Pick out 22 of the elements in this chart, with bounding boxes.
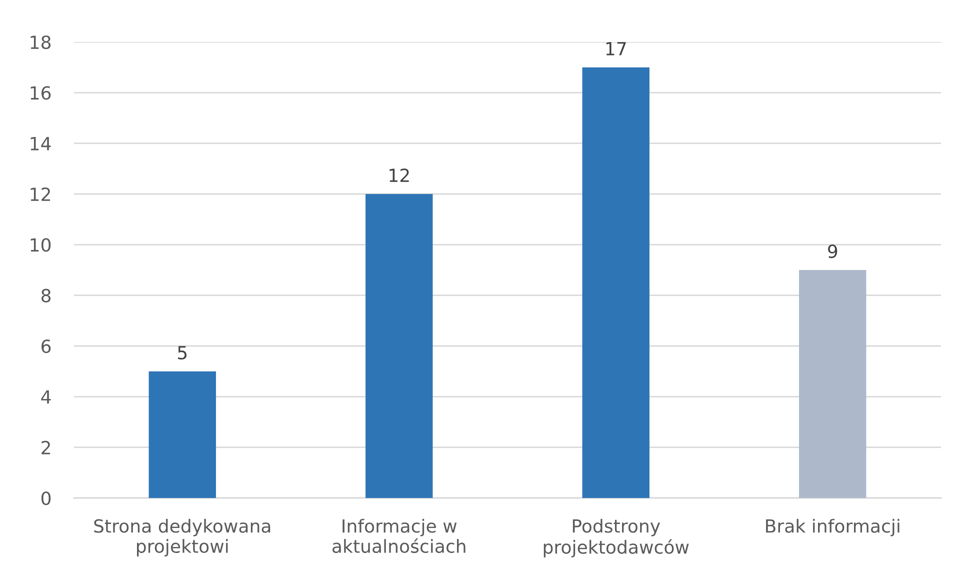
data-label: 9 <box>828 244 838 258</box>
data-label: 5 <box>178 346 187 360</box>
y-tick-label: 6 <box>42 339 51 354</box>
bar <box>366 194 433 498</box>
y-tick-label: 4 <box>41 390 51 404</box>
y-tick-label: 18 <box>30 35 51 50</box>
y-tick-label: 10 <box>30 238 51 252</box>
y-tick-label: 8 <box>42 288 51 302</box>
y-tick-label: 2 <box>42 440 50 454</box>
x-tick-label: Brak informacji <box>766 518 900 536</box>
bar <box>148 371 216 498</box>
bar <box>582 67 650 498</box>
x-tick-label: Informacje w aktualnościach <box>332 518 466 554</box>
bar <box>799 270 866 498</box>
y-tick-label: 16 <box>30 86 51 100</box>
x-tick-label: Strona dedykowana projektowi <box>94 518 270 557</box>
data-label: 17 <box>606 42 626 56</box>
x-tick-label: Podstrony projektodawców <box>544 518 689 558</box>
y-tick-label: 12 <box>30 187 50 201</box>
y-tick-label: 14 <box>30 137 51 150</box>
data-label: 12 <box>390 168 409 182</box>
y-tick-label: 0 <box>41 491 51 506</box>
